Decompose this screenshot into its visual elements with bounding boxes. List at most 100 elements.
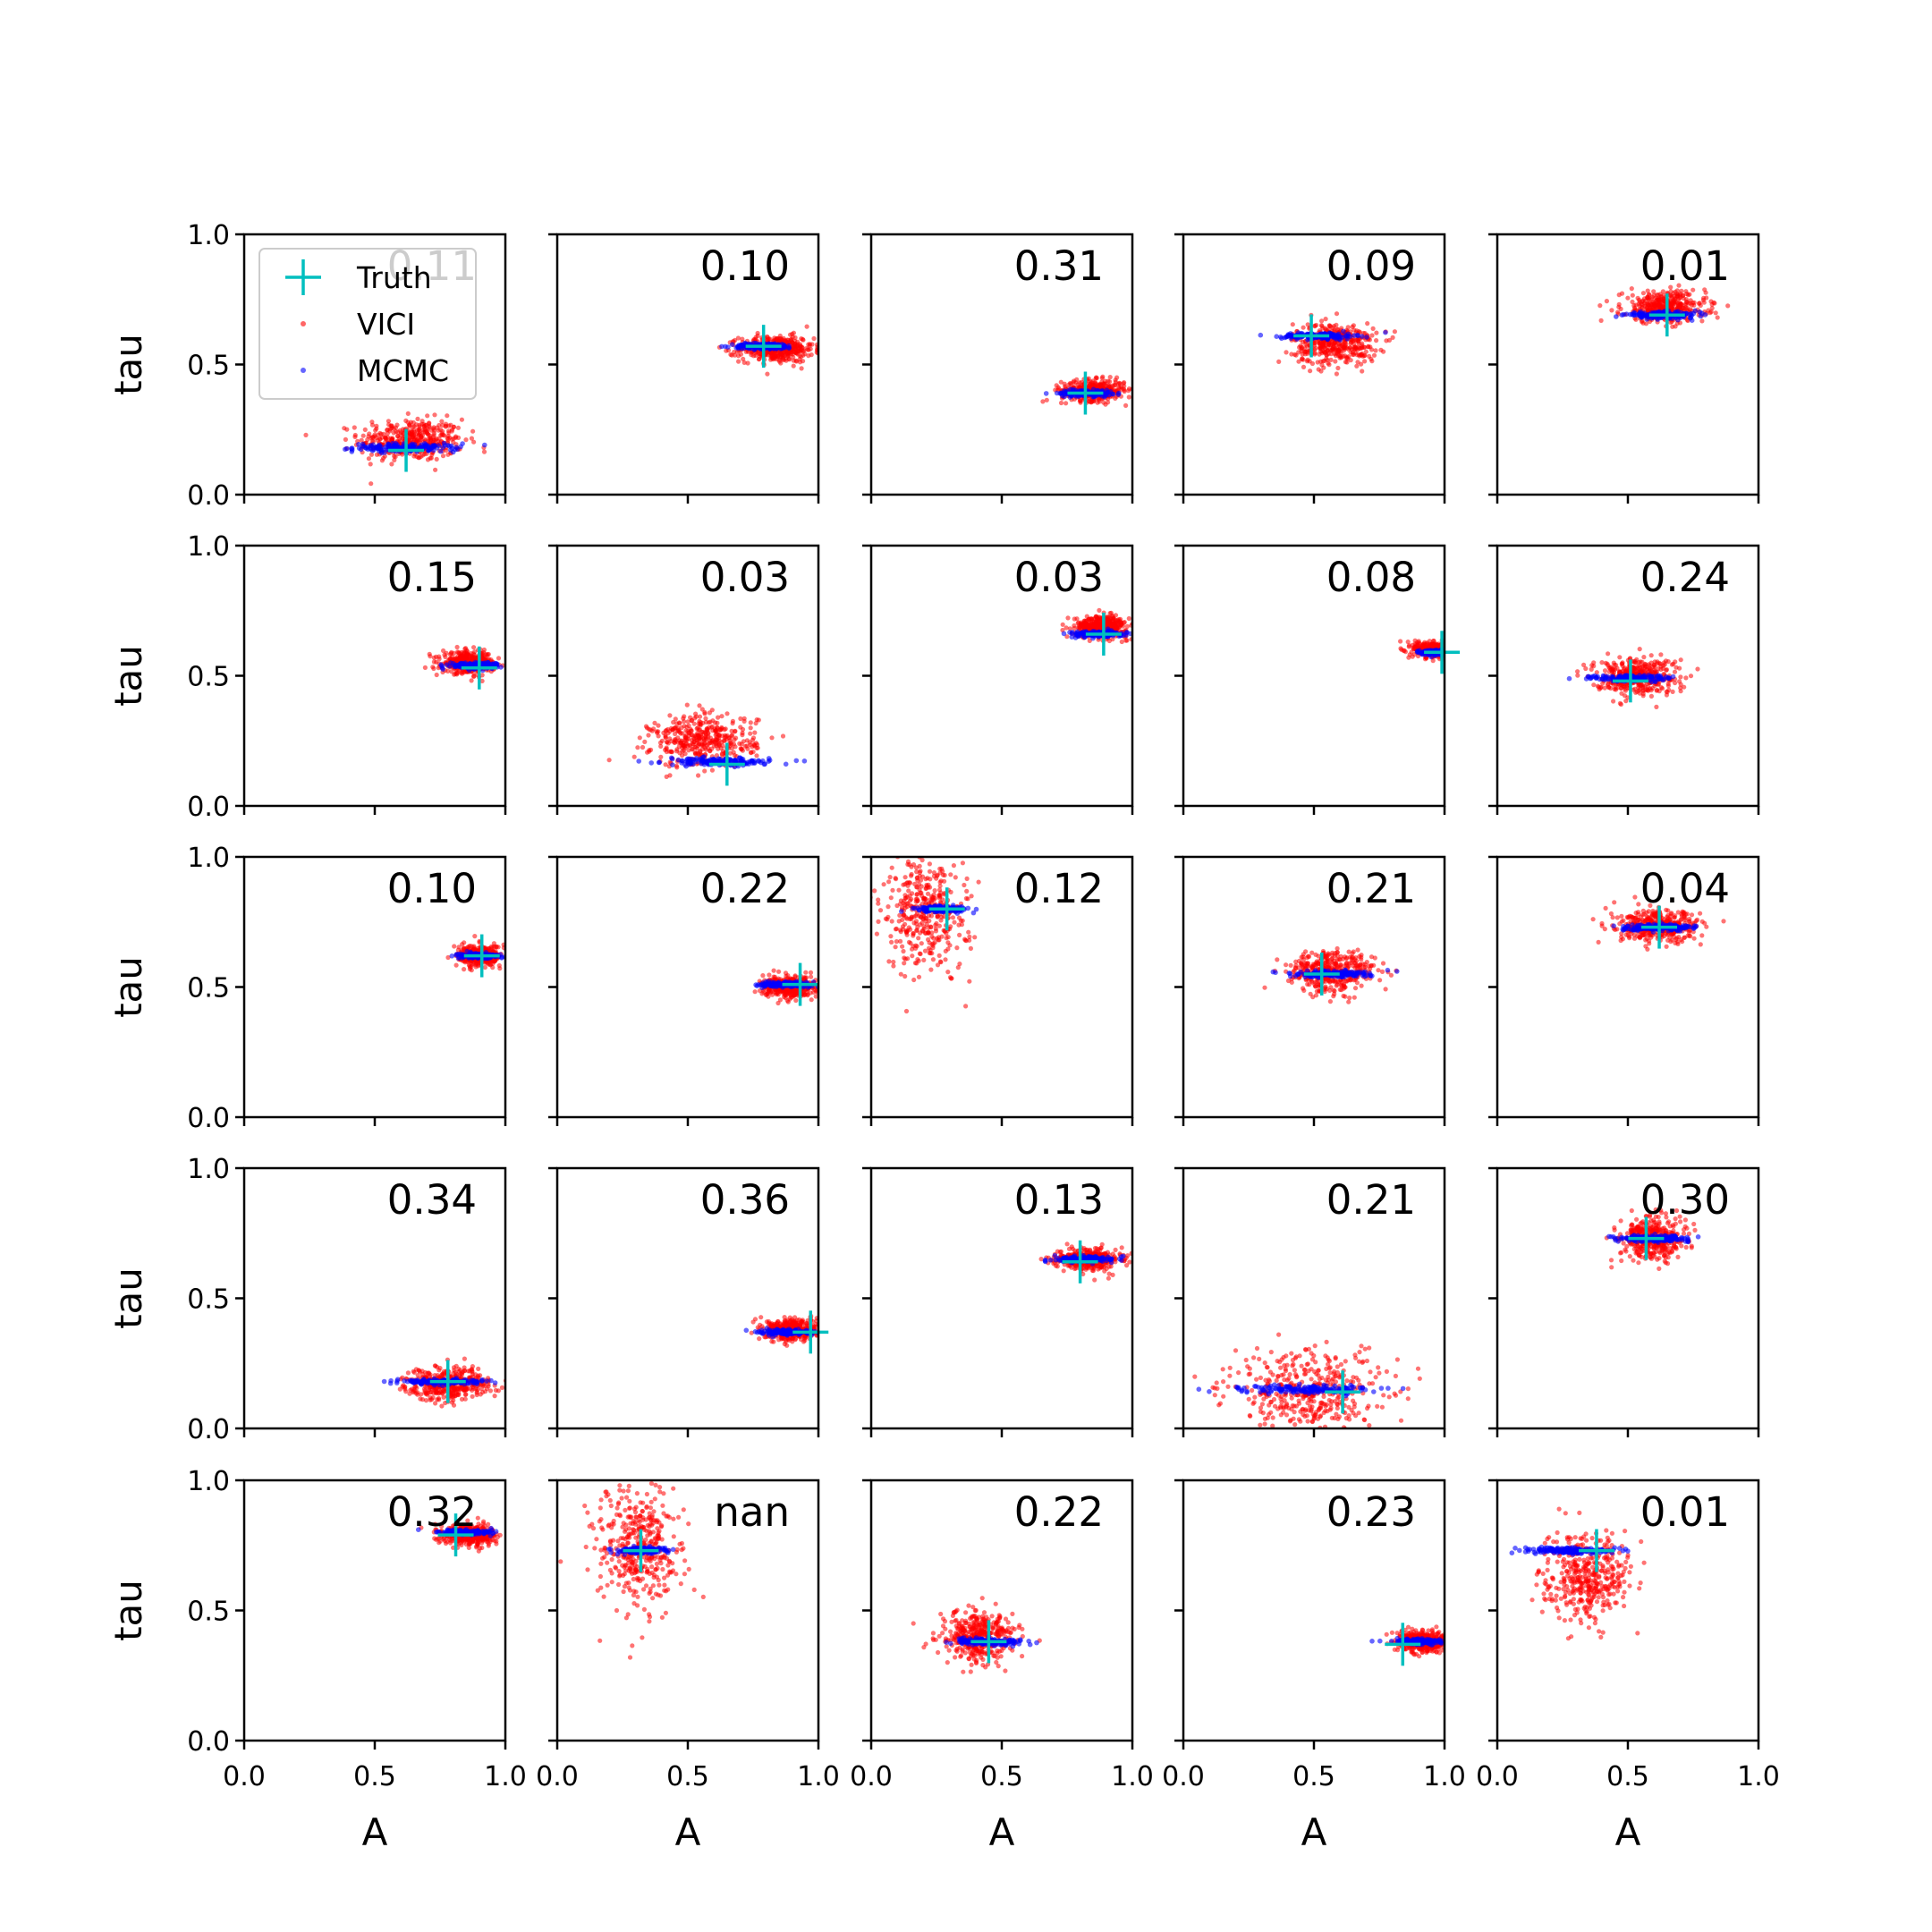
vici-point bbox=[369, 422, 376, 428]
vici-point bbox=[1105, 616, 1110, 622]
mcmc-point bbox=[793, 758, 800, 764]
vici-point bbox=[447, 435, 453, 440]
vici-point bbox=[362, 427, 368, 432]
vici-point bbox=[458, 670, 464, 675]
vici-point bbox=[674, 747, 680, 752]
vici-point bbox=[1121, 381, 1126, 386]
vici-point bbox=[716, 715, 721, 720]
vici-point bbox=[791, 330, 797, 335]
vici-point bbox=[1352, 344, 1358, 350]
legend-label-vici: VICI bbox=[357, 307, 415, 342]
mcmc-point bbox=[1057, 391, 1063, 396]
vici-point bbox=[1126, 386, 1132, 392]
mcmc-point bbox=[657, 759, 662, 766]
mcmc-point bbox=[1627, 311, 1633, 318]
vici-point bbox=[374, 423, 379, 428]
mcmc-point bbox=[448, 660, 453, 665]
vici-point bbox=[422, 429, 428, 435]
vici-point bbox=[732, 737, 737, 742]
vici-point bbox=[369, 438, 375, 444]
vici-point bbox=[392, 457, 397, 462]
vici-point bbox=[1712, 301, 1717, 306]
vici-point bbox=[671, 719, 676, 725]
vici-point bbox=[741, 356, 746, 361]
vici-point bbox=[1371, 352, 1377, 358]
vici-point bbox=[1074, 616, 1080, 622]
truth-marker bbox=[1067, 371, 1104, 415]
vici-point bbox=[459, 417, 465, 422]
vici-point bbox=[1078, 397, 1083, 402]
vici-point bbox=[416, 455, 421, 461]
mcmc-point bbox=[343, 446, 348, 453]
mcmc-point bbox=[746, 761, 751, 767]
vici-point bbox=[1410, 654, 1415, 659]
vici-point bbox=[1645, 288, 1650, 293]
vici-point bbox=[1678, 304, 1683, 310]
vici-point bbox=[637, 735, 642, 741]
vici-point bbox=[1348, 358, 1353, 363]
vici-point bbox=[382, 453, 387, 459]
vici-point bbox=[1065, 615, 1071, 621]
vici-point bbox=[747, 740, 752, 745]
vici-point bbox=[698, 723, 703, 728]
vici-point bbox=[1360, 369, 1365, 374]
vici-point bbox=[434, 456, 439, 462]
vici-point bbox=[1126, 394, 1131, 400]
vici-point bbox=[1341, 344, 1346, 350]
mcmc-point bbox=[1305, 337, 1310, 343]
vici-point bbox=[483, 657, 488, 662]
vici-point bbox=[1307, 359, 1312, 364]
y-tick-label: 0.5 bbox=[187, 662, 230, 693]
mcmc-point bbox=[762, 761, 767, 767]
vici-point bbox=[1345, 325, 1351, 330]
vici-point bbox=[1301, 357, 1306, 362]
vici-point bbox=[1094, 375, 1099, 380]
vici-point bbox=[400, 430, 406, 436]
vici-point bbox=[397, 428, 402, 433]
vici-point bbox=[440, 422, 445, 428]
vici-point bbox=[753, 741, 759, 746]
vici-point bbox=[1318, 369, 1324, 374]
vici-point bbox=[417, 430, 422, 436]
mcmc-point bbox=[1067, 386, 1073, 393]
vici-point bbox=[702, 741, 708, 746]
mcmc-point bbox=[1343, 334, 1350, 339]
mcmc-point bbox=[735, 345, 741, 352]
mcmc-point bbox=[494, 662, 500, 667]
vici-point bbox=[431, 430, 436, 436]
mcmc-point bbox=[686, 756, 692, 762]
y-tick-label: 0.5 bbox=[187, 351, 230, 382]
mcmc-point bbox=[438, 448, 444, 454]
y-axis-title: tau bbox=[106, 645, 150, 707]
vici-point bbox=[665, 739, 670, 745]
vici-point bbox=[444, 447, 449, 453]
vici-point bbox=[1328, 357, 1334, 362]
vici-point bbox=[425, 457, 431, 462]
vici-point bbox=[663, 728, 668, 734]
mcmc-point bbox=[1619, 312, 1625, 318]
vici-point bbox=[727, 750, 733, 756]
vici-point bbox=[667, 713, 673, 718]
vici-point bbox=[1657, 298, 1662, 303]
vici-point bbox=[1636, 301, 1641, 307]
vici-point bbox=[405, 411, 411, 416]
vici-point bbox=[733, 744, 738, 750]
vici-point bbox=[1323, 317, 1328, 322]
vici-point bbox=[642, 739, 648, 745]
vici-point bbox=[447, 656, 453, 661]
vici-point bbox=[729, 352, 734, 358]
vici-point bbox=[409, 432, 414, 437]
vici-point bbox=[1673, 324, 1678, 329]
mcmc-point bbox=[1115, 392, 1122, 397]
vici-point bbox=[676, 720, 682, 725]
vici-point bbox=[366, 456, 371, 462]
vici-point bbox=[1598, 318, 1604, 323]
panel-7: 0.03 bbox=[548, 544, 820, 815]
vici-point bbox=[1346, 354, 1352, 360]
vici-point bbox=[780, 733, 786, 739]
mcmc-point bbox=[780, 345, 786, 351]
vici-point bbox=[656, 729, 661, 734]
vici-point bbox=[768, 351, 774, 356]
vici-point bbox=[691, 721, 697, 726]
